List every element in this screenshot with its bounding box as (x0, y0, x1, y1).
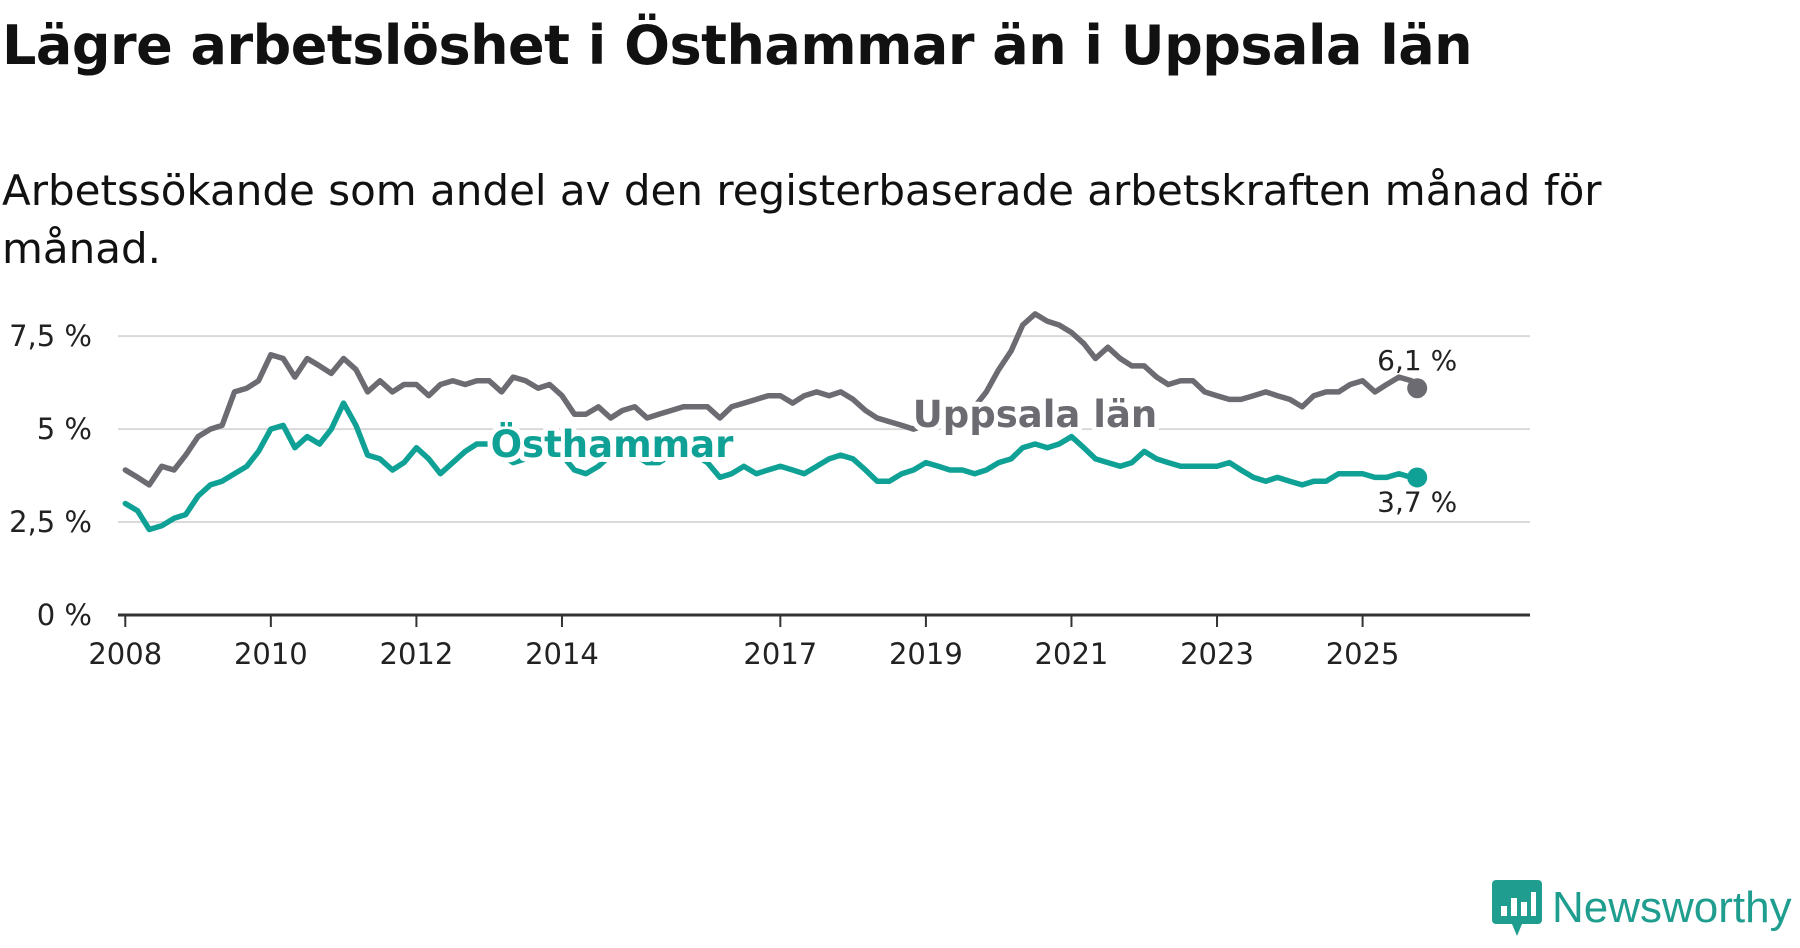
y-tick-label: 7,5 % (9, 319, 92, 353)
series-label-uppsala: Uppsala län (913, 393, 1158, 436)
y-tick-label: 5 % (37, 412, 92, 446)
bar-chart-logo-icon (1492, 880, 1542, 936)
endpoint-osthammar (1407, 467, 1428, 488)
newsworthy-logo: Newsworthy (1492, 880, 1792, 936)
x-tick-label: 2012 (380, 637, 454, 671)
x-tick-label: 2014 (525, 637, 599, 671)
x-tick-label: 2025 (1326, 637, 1400, 671)
series-label-osthammar: Östhammar (491, 422, 735, 466)
x-tick-label: 2019 (889, 637, 963, 671)
x-tick-label: 2008 (88, 637, 162, 671)
end-label-uppsala: 6,1 % (1377, 344, 1457, 377)
end-label-osthammar: 3,7 % (1377, 485, 1457, 518)
x-tick-label: 2021 (1035, 637, 1109, 671)
endpoint-uppsala (1407, 378, 1428, 399)
series-line-uppsala (122, 311, 1420, 488)
newsworthy-wordmark: Newsworthy (1552, 883, 1792, 932)
x-tick-label: 2023 (1180, 637, 1254, 671)
y-tick-label: 2,5 % (9, 505, 92, 539)
x-tick-label: 2010 (234, 637, 308, 671)
chart-subtitle: Arbetssökande som andel av den registerb… (2, 166, 1602, 273)
series-line-osthammar (122, 400, 1420, 533)
x-tick-label: 2017 (743, 637, 817, 671)
y-tick-label: 0 % (37, 598, 92, 632)
chart-title: Lägre arbetslöshet i Östhammar än i Upps… (2, 14, 1473, 77)
